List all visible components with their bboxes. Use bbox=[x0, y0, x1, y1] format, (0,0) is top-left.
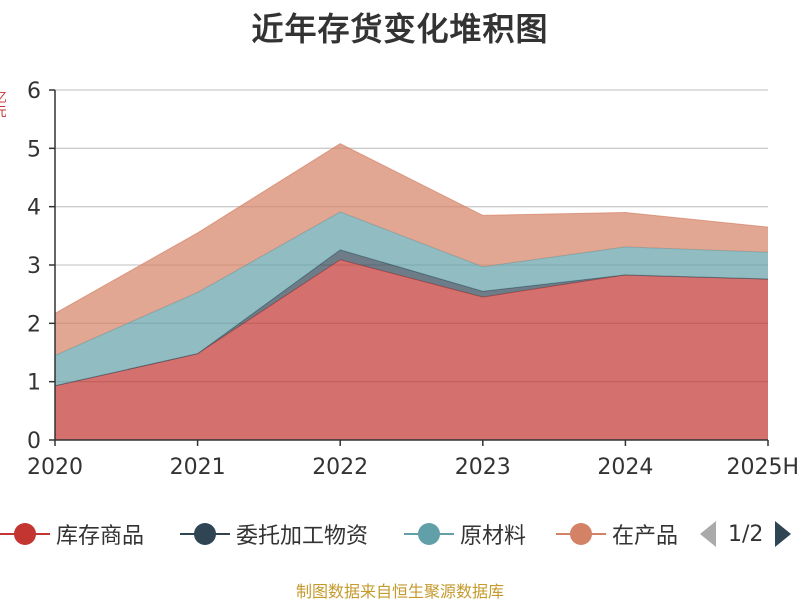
legend-marker-icon bbox=[404, 514, 454, 554]
area-3 bbox=[55, 143, 768, 356]
pager-next-arrow-icon[interactable] bbox=[775, 521, 792, 547]
y-tick-label: 5 bbox=[27, 137, 41, 162]
legend-marker-icon bbox=[556, 514, 606, 554]
x-tick-label: 2024 bbox=[597, 455, 653, 480]
area-line-3 bbox=[54, 143, 769, 314]
legend-label: 库存商品 bbox=[56, 524, 145, 549]
y-tick-label: 0 bbox=[27, 429, 41, 454]
data-source-note: 制图数据来自恒生聚源数据库 bbox=[295, 582, 504, 601]
pager-prev-arrow-icon[interactable] bbox=[700, 521, 716, 547]
pager-page-indicator: 1/2 bbox=[728, 521, 764, 547]
legend-item[interactable]: 原材料 bbox=[404, 514, 526, 554]
axes: 0 1 2 3 4 5 6 2020 2021 2022 2023 2024 2025H bbox=[27, 79, 799, 480]
legend-item[interactable]: 库存商品 bbox=[0, 514, 144, 554]
legend: 库存商品 委托加工物资 原材料 在产品 bbox=[0, 514, 800, 554]
chart-title: 近年存货变化堆积图 bbox=[251, 10, 549, 48]
y-tick-label: 6 bbox=[27, 79, 41, 104]
legend-label: 在产品 bbox=[612, 524, 679, 549]
area-0 bbox=[55, 259, 768, 440]
y-tick-label: 3 bbox=[27, 254, 41, 279]
area-2 bbox=[55, 211, 768, 386]
legend-pager: 1/2 bbox=[700, 514, 792, 554]
legend-marker-icon bbox=[0, 514, 50, 554]
y-tick-label: 1 bbox=[27, 371, 41, 396]
y-axis-unit: 亿元 bbox=[0, 92, 6, 120]
legend-marker-icon bbox=[180, 514, 230, 554]
legend-label: 委托加工物资 bbox=[236, 524, 369, 549]
area-1 bbox=[55, 249, 768, 386]
area-line-2 bbox=[54, 211, 769, 356]
x-tick-label: 2025H bbox=[726, 455, 799, 480]
x-tick-label: 2021 bbox=[170, 455, 226, 480]
legend-label: 原材料 bbox=[460, 524, 527, 549]
x-tick-label: 2023 bbox=[455, 455, 511, 480]
legend-item[interactable]: 委托加工物资 bbox=[180, 514, 368, 554]
y-tick-label: 4 bbox=[27, 196, 41, 221]
area-series bbox=[54, 143, 769, 440]
legend-item[interactable]: 在产品 bbox=[556, 514, 678, 554]
x-tick-label: 2020 bbox=[27, 455, 83, 480]
x-tick-label: 2022 bbox=[312, 455, 368, 480]
y-tick-label: 2 bbox=[27, 312, 41, 337]
